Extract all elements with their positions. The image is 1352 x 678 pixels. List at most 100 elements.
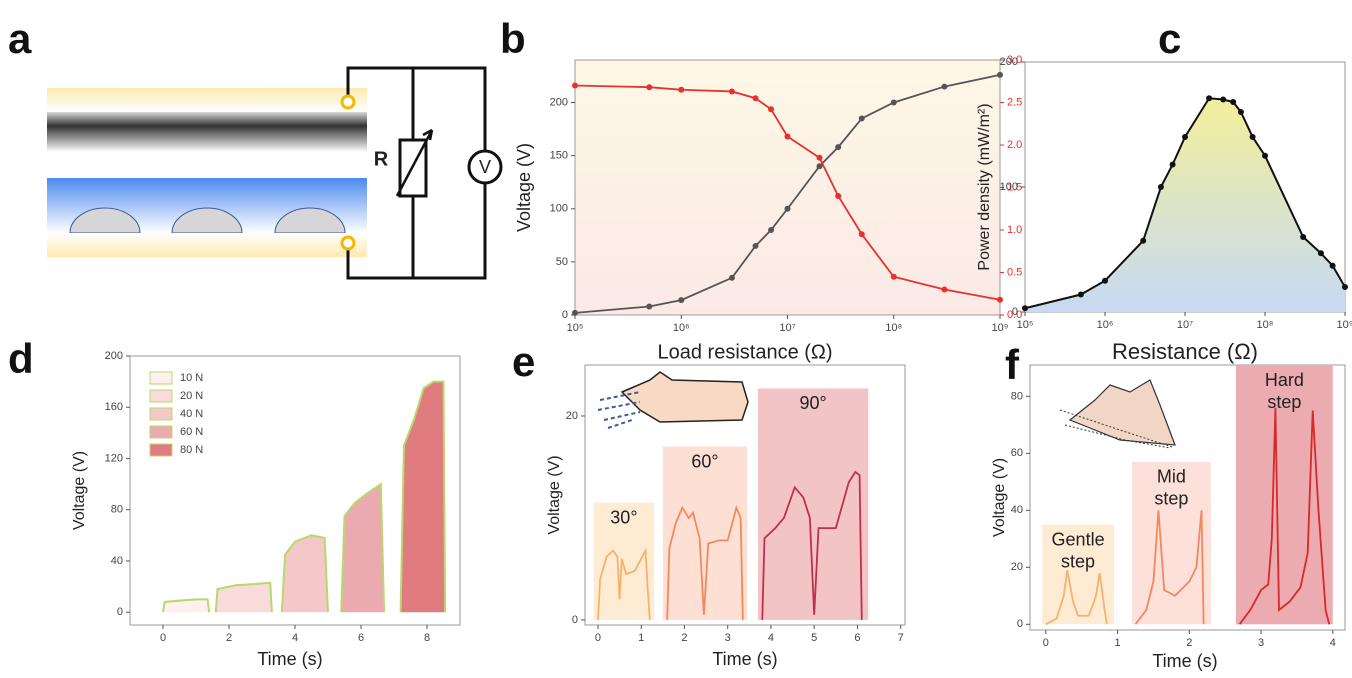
y2-tick-label: 2.5 xyxy=(1007,96,1022,108)
x-tick-label: 4 xyxy=(292,632,298,644)
legend-swatch xyxy=(149,443,173,457)
y-tick-label: 200 xyxy=(550,96,568,108)
y-tick-label: 0 xyxy=(117,606,123,618)
hand-icon xyxy=(620,371,749,423)
legend-swatch xyxy=(149,425,173,439)
point xyxy=(816,154,823,161)
x-tick-label: 2 xyxy=(1186,637,1192,649)
point xyxy=(646,303,653,310)
point xyxy=(768,106,775,113)
legend-label: 20 N xyxy=(180,390,203,402)
y2-tick-label: 0.0 xyxy=(1007,309,1022,321)
point xyxy=(646,84,653,91)
x-tick-label: 6 xyxy=(854,632,860,644)
y2-tick-label: 3.0 xyxy=(1007,54,1022,66)
area xyxy=(341,484,385,613)
line xyxy=(761,470,863,620)
point xyxy=(835,144,842,151)
line xyxy=(280,534,329,613)
point xyxy=(728,274,735,281)
x-tick-label: 10⁶ xyxy=(1097,319,1114,331)
point xyxy=(678,297,685,304)
point xyxy=(997,296,1003,303)
y-tick-label: 50 xyxy=(556,256,568,268)
x-tick-label: 3 xyxy=(725,632,731,644)
panel-letter: f xyxy=(1005,341,1020,388)
x-axis-label: Time (s) xyxy=(1152,651,1217,671)
x-tick-label: 1 xyxy=(638,632,644,644)
panel-letter: a xyxy=(8,15,32,62)
x-tick-label: 10⁷ xyxy=(779,322,795,334)
area xyxy=(400,381,446,613)
point xyxy=(858,231,865,238)
area xyxy=(163,599,210,613)
point xyxy=(1022,305,1028,312)
legend-label: 80 N xyxy=(180,444,203,456)
arrow xyxy=(395,128,434,197)
point xyxy=(768,227,775,233)
point xyxy=(1342,284,1348,290)
y-tick-label: 80 xyxy=(1011,390,1023,402)
shoe-icon xyxy=(1068,379,1176,446)
y-tick-label: 160 xyxy=(105,401,123,413)
resistor-label: R xyxy=(374,148,389,170)
region-label: Mid xyxy=(1157,467,1186,487)
y-axis-label: Voltage (V) xyxy=(546,455,563,534)
y-tick-label: 0 xyxy=(562,309,568,321)
x-axis-label: Resistance (Ω) xyxy=(1112,339,1258,364)
legend-label: 10 N xyxy=(180,372,203,384)
y-tick-label: 0 xyxy=(1012,306,1018,318)
x-tick-label: 7 xyxy=(898,632,904,644)
point xyxy=(941,286,948,293)
y-tick-label: 20 xyxy=(1011,561,1023,573)
x-tick-label: 5 xyxy=(811,632,817,644)
line xyxy=(340,482,386,613)
legend-label: 40 N xyxy=(180,408,203,420)
y-tick-label: 200 xyxy=(105,350,123,362)
point xyxy=(1206,95,1213,102)
x-tick-label: 0 xyxy=(595,632,601,644)
x-tick-label: 10⁸ xyxy=(885,322,902,334)
point xyxy=(1102,277,1108,284)
point xyxy=(835,193,842,199)
point xyxy=(1249,134,1256,140)
y-tick-label: 40 xyxy=(111,555,123,567)
region xyxy=(1042,524,1114,625)
panel-a: a V R xyxy=(8,15,503,280)
line xyxy=(214,581,273,613)
legend-swatch xyxy=(149,389,173,403)
y-axis-label: Voltage (V) xyxy=(71,451,88,530)
terminal xyxy=(340,235,356,251)
region-label: 30° xyxy=(610,507,637,527)
legend-swatch xyxy=(149,371,173,385)
meter xyxy=(467,149,503,185)
x-tick-label: 10⁵ xyxy=(567,322,584,334)
y-tick-label: 100 xyxy=(1000,181,1018,193)
region-label: step xyxy=(1061,551,1095,571)
point xyxy=(1329,262,1336,269)
point xyxy=(858,115,865,122)
wire xyxy=(346,66,487,280)
y-tick-label: 40 xyxy=(1011,504,1023,516)
region-label: Gentle xyxy=(1052,529,1105,549)
x-axis-label: Load resistance (Ω) xyxy=(657,341,832,363)
shoe-bend xyxy=(1059,409,1173,449)
point xyxy=(572,82,578,89)
y2-tick-label: 1.0 xyxy=(1007,224,1022,236)
line xyxy=(399,380,447,613)
area xyxy=(281,535,328,613)
point xyxy=(678,86,685,93)
point xyxy=(1077,291,1084,298)
point xyxy=(752,95,759,102)
x-tick-label: 0 xyxy=(160,632,166,644)
line xyxy=(1134,510,1205,625)
x-tick-label: 8 xyxy=(424,632,430,644)
panel-letter: b xyxy=(500,15,526,62)
y-tick-label: 80 xyxy=(111,504,123,516)
y-tick-label: 200 xyxy=(1000,56,1018,68)
terminal xyxy=(340,94,356,110)
point xyxy=(1182,134,1188,140)
region-label: step xyxy=(1154,489,1188,509)
point xyxy=(784,205,791,212)
